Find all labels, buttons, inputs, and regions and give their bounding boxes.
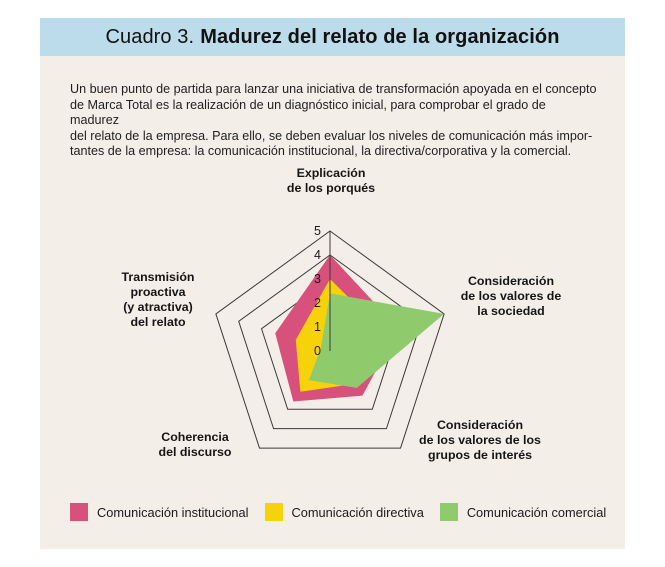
page-title: Madurez del relato de la organización bbox=[200, 25, 560, 48]
tick-label: 0 bbox=[314, 344, 321, 358]
legend-item-comercial: Comunicación comercial bbox=[439, 503, 607, 521]
legend-item-institucional: Comunicación institucional bbox=[70, 503, 249, 521]
axis-label-grupos: Consideración de los valores de los grup… bbox=[419, 418, 541, 462]
legend-item-directiva: Comunicación directiva bbox=[264, 503, 424, 521]
legend-swatch bbox=[439, 503, 458, 521]
axis-label-explicacion: Explicación de los porqués bbox=[286, 166, 376, 195]
tick-label: 4 bbox=[314, 248, 321, 262]
tick-label: 5 bbox=[314, 224, 321, 238]
grid-ring-5 bbox=[215, 230, 445, 449]
legend-swatch bbox=[264, 503, 283, 521]
axis-label-sociedad: Consideración de los valores de la socie… bbox=[460, 274, 562, 318]
chart-legend: Comunicación institucional Comunicación … bbox=[70, 503, 622, 521]
intro-line: de Marca Total es la realización de un d… bbox=[70, 97, 546, 128]
legend-swatch bbox=[70, 503, 88, 521]
tick-label: 3 bbox=[314, 272, 321, 286]
figure-number: Cuadro 3. bbox=[105, 25, 195, 48]
intro-line: Un buen punto de partida para lanzar una… bbox=[70, 82, 597, 96]
intro-line: del relato de la empresa. Para ello, se … bbox=[70, 128, 593, 143]
axis-label-coherencia: Coherencia del discurso bbox=[158, 430, 232, 459]
intro-paragraph: Un buen punto de partida para lanzar una… bbox=[70, 82, 598, 160]
legend-label: Comunicación directiva bbox=[291, 504, 424, 520]
tick-label: 1 bbox=[314, 320, 321, 334]
radar-chart: 0 1 2 3 4 5 bbox=[215, 224, 445, 449]
title-bar: Cuadro 3. Madurez del relato de la organ… bbox=[40, 18, 625, 56]
intro-line: tantes de la empresa: la comunicación in… bbox=[70, 144, 572, 159]
series-area-2 bbox=[308, 293, 445, 388]
legend-label: Comunicación comercial bbox=[466, 504, 607, 520]
legend-label: Comunicación institucional bbox=[97, 504, 249, 520]
tick-label: 2 bbox=[314, 296, 321, 310]
axis-label-transmision: Transmisión proactiva (y atractiva) del … bbox=[121, 270, 195, 329]
